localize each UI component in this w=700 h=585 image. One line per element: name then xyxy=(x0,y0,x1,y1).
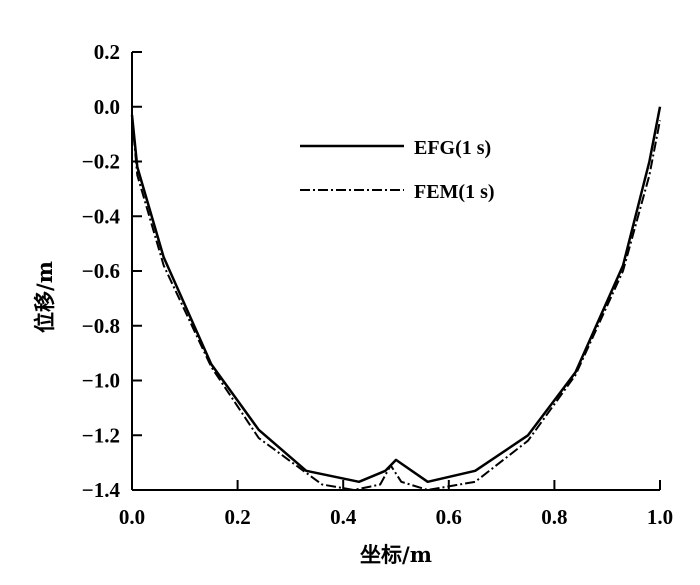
x-tick-label: 0.4 xyxy=(330,505,357,529)
x-ticks: 0.0 0.2 0.4 0.6 0.8 1.0 xyxy=(119,480,673,529)
y-tick-label: −0.4 xyxy=(82,204,121,228)
y-tick-label: −0.6 xyxy=(82,259,120,283)
series-layer xyxy=(130,106,662,491)
legend-label-fem: FEM(1 s) xyxy=(414,181,495,203)
y-tick-label: 0.0 xyxy=(94,95,120,119)
x-tick-label: 0.8 xyxy=(541,505,567,529)
series-line-fem xyxy=(131,117,661,491)
x-tick-label: 0.2 xyxy=(224,505,250,529)
y-tick-label: −1.4 xyxy=(82,478,121,502)
x-tick-label: 0.6 xyxy=(436,505,462,529)
x-tick-label: 1.0 xyxy=(647,505,673,529)
legend: EFG(1 s) FEM(1 s) xyxy=(300,137,495,203)
axes xyxy=(131,52,660,491)
y-tick-label: −1.2 xyxy=(82,423,120,447)
y-tick-label: 0.2 xyxy=(94,40,120,64)
y-axis-title: 位移/m xyxy=(32,261,57,333)
x-tick-label: 0.0 xyxy=(119,505,145,529)
legend-label-efg: EFG(1 s) xyxy=(414,137,491,159)
y-tick-label: −0.2 xyxy=(82,150,120,174)
x-axis-title: 坐标/m xyxy=(360,542,432,567)
series-line-efg xyxy=(130,106,662,484)
y-tick-label: −0.8 xyxy=(82,314,120,338)
y-ticks: 0.2 0.0 −0.2 −0.4 −0.6 −0.8 −1.0 −1.2 −1.4 xyxy=(82,40,142,502)
y-tick-label: −1.0 xyxy=(82,369,120,393)
